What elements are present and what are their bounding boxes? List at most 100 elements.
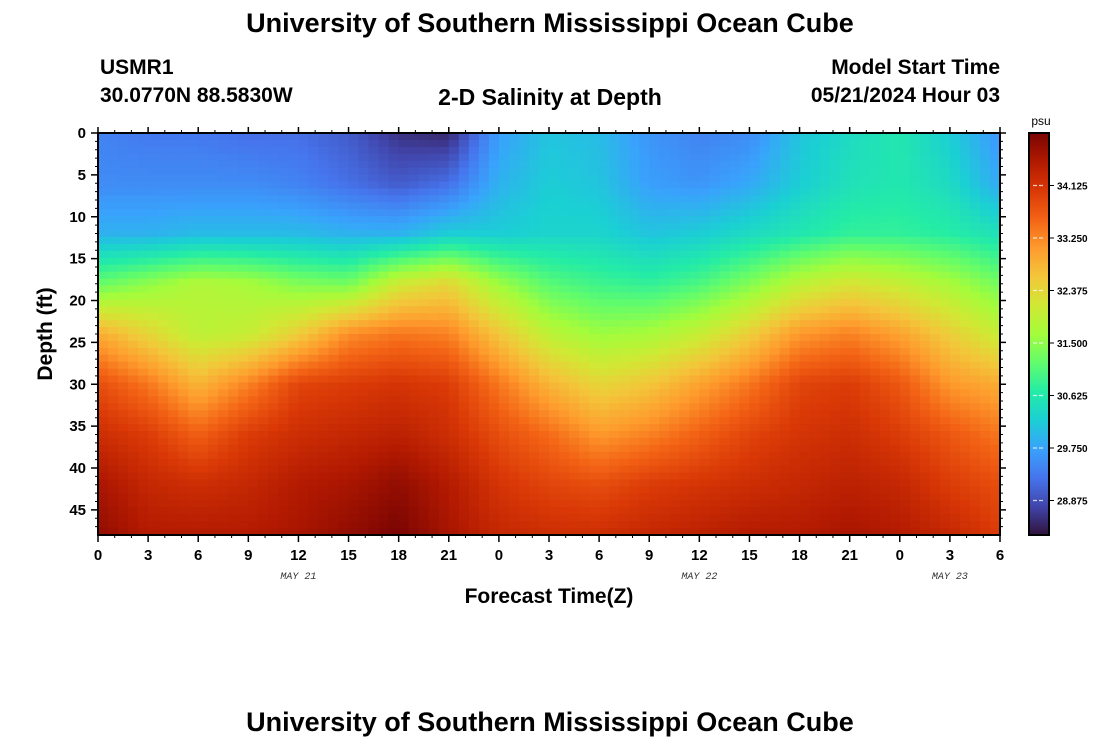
heatmap-cell xyxy=(549,292,560,300)
heatmap-cell xyxy=(418,223,430,231)
heatmap-cell xyxy=(909,278,921,287)
heatmap-cell xyxy=(569,375,580,384)
heatmap-cell xyxy=(819,299,831,307)
heatmap-cell xyxy=(979,347,991,356)
heatmap-cell xyxy=(689,167,700,176)
heatmap-cell xyxy=(528,458,540,467)
heatmap-cell xyxy=(518,334,530,342)
heatmap-cell xyxy=(468,437,480,446)
heatmap-cell xyxy=(979,243,991,252)
heatmap-cell xyxy=(208,431,219,439)
heatmap-cell xyxy=(458,278,470,287)
heatmap-cell xyxy=(428,188,440,196)
heatmap-cell xyxy=(759,223,771,231)
heatmap-cell xyxy=(428,437,440,446)
heatmap-cell xyxy=(969,188,981,196)
heatmap-cell xyxy=(278,243,290,252)
heatmap-cell xyxy=(899,202,911,210)
heatmap-cell xyxy=(168,236,179,245)
heatmap-cell xyxy=(899,292,911,300)
heatmap-cell xyxy=(178,368,189,377)
heatmap-cell xyxy=(358,410,370,418)
heatmap-cell xyxy=(368,417,380,425)
heatmap-cell xyxy=(538,417,550,425)
heatmap-cell xyxy=(528,299,540,307)
heatmap-cell xyxy=(228,465,239,474)
heatmap-cell xyxy=(679,271,690,280)
heatmap-cell xyxy=(859,257,871,266)
heatmap-cell xyxy=(819,417,831,425)
heatmap-cell xyxy=(909,444,921,453)
heatmap-cell xyxy=(739,444,751,453)
heatmap-cell xyxy=(869,437,881,446)
heatmap-cell xyxy=(569,334,580,342)
heatmap-cell xyxy=(268,410,279,418)
heatmap-cell xyxy=(609,306,620,314)
heatmap-cell xyxy=(879,216,891,224)
heatmap-cell xyxy=(919,486,931,495)
heatmap-cell xyxy=(298,424,310,432)
heatmap-cell xyxy=(228,250,239,259)
heatmap-cell xyxy=(288,243,300,252)
heatmap-cell xyxy=(358,202,370,210)
heatmap-cell xyxy=(508,472,520,481)
heatmap-cell xyxy=(589,299,600,307)
heatmap-cell xyxy=(819,334,831,342)
heatmap-cell xyxy=(879,382,891,391)
heatmap-cell xyxy=(899,479,911,488)
heatmap-cell xyxy=(158,195,169,203)
heatmap-cell xyxy=(268,133,279,141)
heatmap-cell xyxy=(659,361,670,370)
heatmap-cell xyxy=(208,160,219,169)
heatmap-cell xyxy=(118,188,129,196)
heatmap-cell xyxy=(198,437,209,446)
heatmap-cell xyxy=(629,507,640,515)
heatmap-cell xyxy=(909,368,921,377)
heatmap-cell xyxy=(148,327,159,335)
heatmap-cell xyxy=(549,271,560,280)
heatmap-cell xyxy=(98,236,109,245)
heatmap-cell xyxy=(538,278,550,287)
heatmap-cell xyxy=(919,209,931,217)
heatmap-cell xyxy=(659,160,670,169)
heatmap-cell xyxy=(298,486,310,495)
heatmap-cell xyxy=(729,292,741,300)
heatmap-cell xyxy=(669,188,680,196)
heatmap-cell xyxy=(518,472,530,481)
heatmap-cell xyxy=(909,146,921,155)
heatmap-cell xyxy=(408,278,420,287)
heatmap-cell xyxy=(398,396,410,404)
heatmap-cell xyxy=(979,465,991,474)
heatmap-cell xyxy=(939,139,951,148)
heatmap-cell xyxy=(358,181,370,190)
heatmap-cell xyxy=(378,181,390,190)
heatmap-cell xyxy=(879,299,891,307)
heatmap-cell xyxy=(348,133,360,141)
heatmap-cell xyxy=(398,278,410,287)
heatmap-cell xyxy=(118,410,129,418)
heatmap-cell xyxy=(168,292,179,300)
heatmap-cell xyxy=(538,340,550,349)
heatmap-cell xyxy=(689,493,700,501)
heatmap-cell xyxy=(108,493,119,501)
heatmap-cell xyxy=(819,153,831,162)
heatmap-cell xyxy=(779,451,791,460)
heatmap-cell xyxy=(889,431,901,439)
heatmap-cell xyxy=(769,299,781,307)
heatmap-cell xyxy=(478,354,490,363)
heatmap-cell xyxy=(969,375,981,384)
heatmap-cell xyxy=(729,236,741,245)
heatmap-cell xyxy=(989,209,1001,217)
heatmap-cell xyxy=(699,320,710,328)
heatmap-cell xyxy=(298,437,310,446)
heatmap-cell xyxy=(889,444,901,453)
heatmap-cell xyxy=(969,493,981,501)
heatmap-cell xyxy=(328,507,340,515)
heatmap-cell xyxy=(98,410,109,418)
heatmap-cell xyxy=(809,465,821,474)
heatmap-cell xyxy=(799,243,811,252)
heatmap-cell xyxy=(679,292,690,300)
heatmap-cell xyxy=(789,264,801,273)
heatmap-cell xyxy=(579,250,590,259)
heatmap-cell xyxy=(749,451,761,460)
